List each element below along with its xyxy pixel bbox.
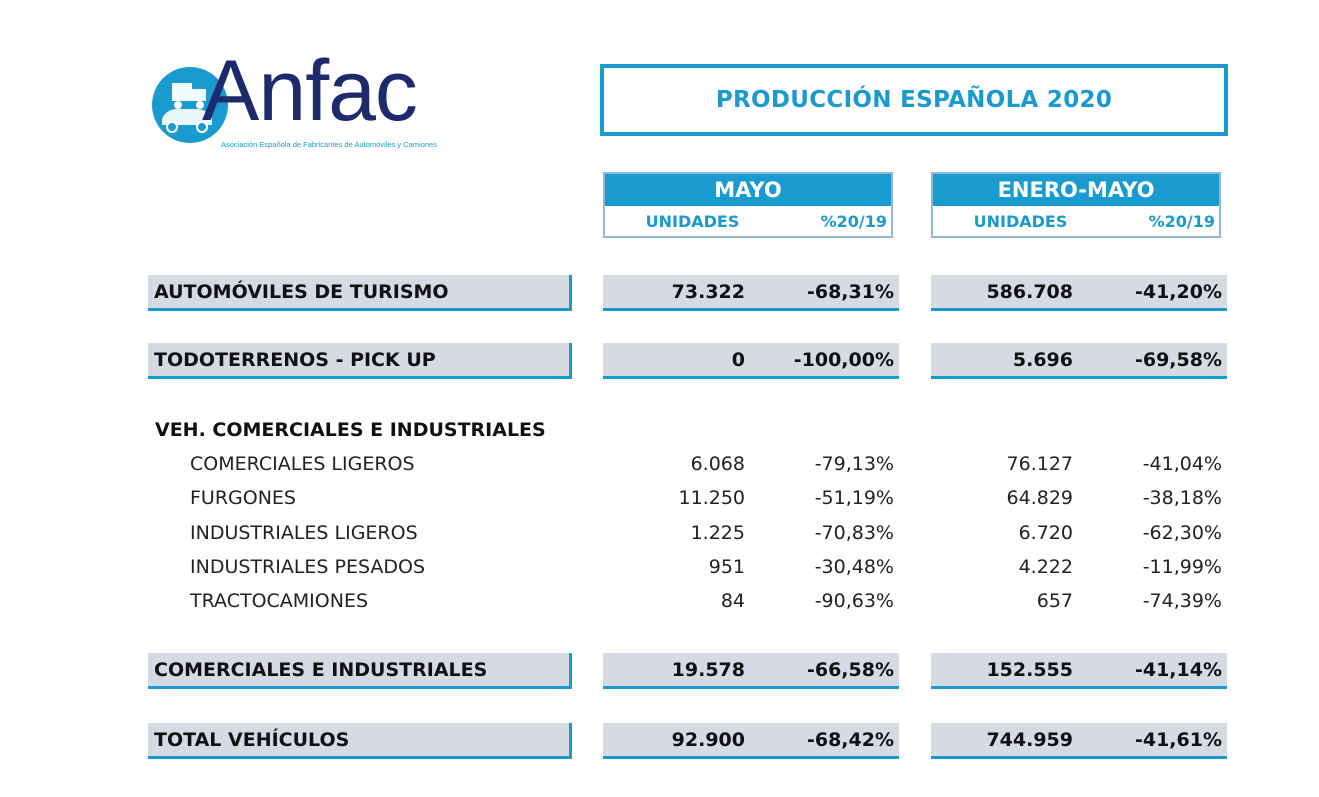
logo-circle	[152, 67, 228, 143]
detail-values-enero-mayo: 64.829 -38,18%	[931, 487, 1227, 509]
value-pct: -41,20%	[1134, 280, 1222, 303]
page-title: PRODUCCIÓN ESPAÑOLA 2020	[715, 87, 1113, 113]
column-pct-header: %20/19	[1148, 211, 1215, 231]
detail-values-enero-mayo: 657 -74,39%	[931, 590, 1227, 612]
value-pct: -41,14%	[1134, 658, 1222, 681]
section-title: VEH. COMERCIALES E INDUSTRIALES	[155, 419, 546, 441]
value-units: 92.900	[671, 728, 745, 751]
row-values-turismo-mayo: 73.322 -68,31%	[603, 275, 899, 311]
value-pct: -62,30%	[1142, 522, 1222, 544]
value-pct: -41,61%	[1134, 728, 1222, 751]
value-units: 6.068	[690, 453, 745, 475]
value-units: 951	[708, 556, 745, 578]
row-values-total-enero-mayo: 744.959 -41,61%	[931, 723, 1227, 759]
row-label-total: TOTAL VEHÍCULOS	[148, 723, 572, 759]
period-header-mayo: MAYO UNIDADES %20/19	[603, 172, 893, 238]
period-name: MAYO	[605, 174, 891, 206]
value-units: 0	[731, 348, 745, 371]
row-label-todoterrenos: TODOTERRENOS - PICK UP	[148, 343, 572, 379]
value-pct: -38,18%	[1142, 487, 1222, 509]
value-pct: -100,00%	[793, 348, 894, 371]
value-units: 744.959	[986, 728, 1073, 751]
value-pct: -70,83%	[814, 522, 894, 544]
row-values-todoterrenos-enero-mayo: 5.696 -69,58%	[931, 343, 1227, 379]
row-label-comerciales-total: COMERCIALES E INDUSTRIALES	[148, 653, 572, 689]
detail-values-enero-mayo: 4.222 -11,99%	[931, 556, 1227, 578]
value-pct: -69,58%	[1134, 348, 1222, 371]
value-pct: -66,58%	[806, 658, 894, 681]
detail-values-mayo: 1.225 -70,83%	[603, 522, 899, 544]
value-pct: -68,31%	[806, 280, 894, 303]
detail-values-mayo: 6.068 -79,13%	[603, 453, 899, 475]
detail-label: FURGONES	[190, 487, 296, 509]
value-pct: -79,13%	[814, 453, 894, 475]
value-units: 73.322	[671, 280, 745, 303]
value-units: 84	[720, 590, 745, 612]
row-values-comerciales-enero-mayo: 152.555 -41,14%	[931, 653, 1227, 689]
row-values-total-mayo: 92.900 -68,42%	[603, 723, 899, 759]
value-units: 657	[1036, 590, 1073, 612]
value-pct: -68,42%	[806, 728, 894, 751]
value-pct: -41,04%	[1142, 453, 1222, 475]
value-units: 152.555	[986, 658, 1073, 681]
value-units: 586.708	[986, 280, 1073, 303]
logo-wordmark: Anfac	[202, 43, 418, 139]
row-label-turismo: AUTOMÓVILES DE TURISMO	[148, 275, 572, 311]
column-pct-header: %20/19	[820, 211, 887, 231]
column-units-header: UNIDADES	[973, 211, 1068, 231]
car-truck-icon	[162, 83, 212, 133]
value-units: 6.720	[1018, 522, 1073, 544]
column-units-header: UNIDADES	[645, 211, 740, 231]
row-values-turismo-enero-mayo: 586.708 -41,20%	[931, 275, 1227, 311]
period-header-enero-mayo: ENERO-MAYO UNIDADES %20/19	[931, 172, 1221, 238]
value-pct: -51,19%	[814, 487, 894, 509]
logo-subtitle: Asociación Española de Fabricantes de Au…	[221, 140, 437, 149]
row-values-todoterrenos-mayo: 0 -100,00%	[603, 343, 899, 379]
value-units: 4.222	[1018, 556, 1073, 578]
detail-values-mayo: 84 -90,63%	[603, 590, 899, 612]
detail-label: INDUSTRIALES PESADOS	[190, 556, 426, 578]
detail-label: COMERCIALES LIGEROS	[190, 453, 415, 475]
detail-values-enero-mayo: 76.127 -41,04%	[931, 453, 1227, 475]
value-units: 11.250	[678, 487, 745, 509]
detail-label: TRACTOCAMIONES	[190, 590, 369, 612]
period-name: ENERO-MAYO	[933, 174, 1219, 206]
detail-values-mayo: 951 -30,48%	[603, 556, 899, 578]
row-values-comerciales-mayo: 19.578 -66,58%	[603, 653, 899, 689]
detail-values-mayo: 11.250 -51,19%	[603, 487, 899, 509]
detail-values-enero-mayo: 6.720 -62,30%	[931, 522, 1227, 544]
value-pct: -90,63%	[814, 590, 894, 612]
value-pct: -30,48%	[814, 556, 894, 578]
value-pct: -11,99%	[1142, 556, 1222, 578]
detail-label: INDUSTRIALES LIGEROS	[190, 522, 418, 544]
value-pct: -74,39%	[1142, 590, 1222, 612]
title-box: PRODUCCIÓN ESPAÑOLA 2020	[600, 64, 1228, 136]
value-units: 76.127	[1006, 453, 1073, 475]
value-units: 64.829	[1006, 487, 1073, 509]
value-units: 1.225	[690, 522, 745, 544]
value-units: 19.578	[671, 658, 745, 681]
value-units: 5.696	[1012, 348, 1073, 371]
